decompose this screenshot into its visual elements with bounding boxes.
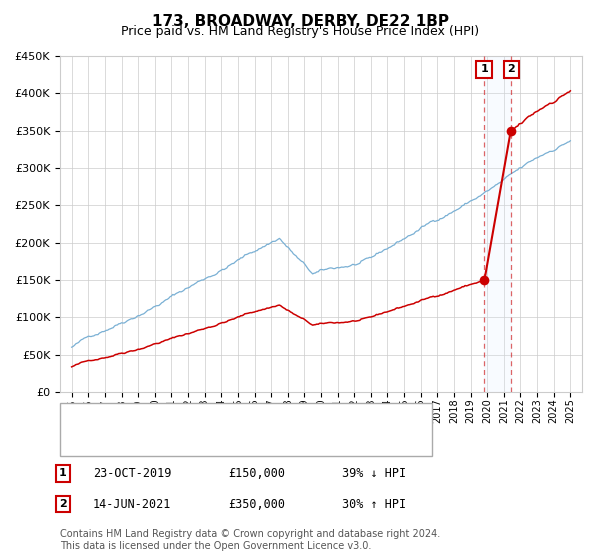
Text: 2: 2	[59, 499, 67, 509]
Text: Contains HM Land Registry data © Crown copyright and database right 2024.
This d: Contains HM Land Registry data © Crown c…	[60, 529, 440, 551]
Text: 23-OCT-2019: 23-OCT-2019	[93, 466, 172, 480]
Text: £350,000: £350,000	[228, 497, 285, 511]
Text: 2: 2	[508, 64, 515, 74]
Text: £150,000: £150,000	[228, 466, 285, 480]
Text: Price paid vs. HM Land Registry's House Price Index (HPI): Price paid vs. HM Land Registry's House …	[121, 25, 479, 38]
Text: HPI: Average price, detached house, City of Derby: HPI: Average price, detached house, City…	[99, 436, 379, 446]
Text: 1: 1	[59, 468, 67, 478]
Text: 1: 1	[480, 64, 488, 74]
Text: ———: ———	[69, 411, 110, 425]
Bar	[484, 56, 511, 392]
Text: 30% ↑ HPI: 30% ↑ HPI	[342, 497, 406, 511]
Text: 173, BROADWAY, DERBY, DE22 1BP: 173, BROADWAY, DERBY, DE22 1BP	[151, 14, 449, 29]
Text: 14-JUN-2021: 14-JUN-2021	[93, 497, 172, 511]
Text: 173, BROADWAY, DERBY, DE22 1BP (detached house): 173, BROADWAY, DERBY, DE22 1BP (detached…	[99, 413, 398, 423]
Text: 39% ↓ HPI: 39% ↓ HPI	[342, 466, 406, 480]
Text: ———: ———	[69, 435, 110, 449]
